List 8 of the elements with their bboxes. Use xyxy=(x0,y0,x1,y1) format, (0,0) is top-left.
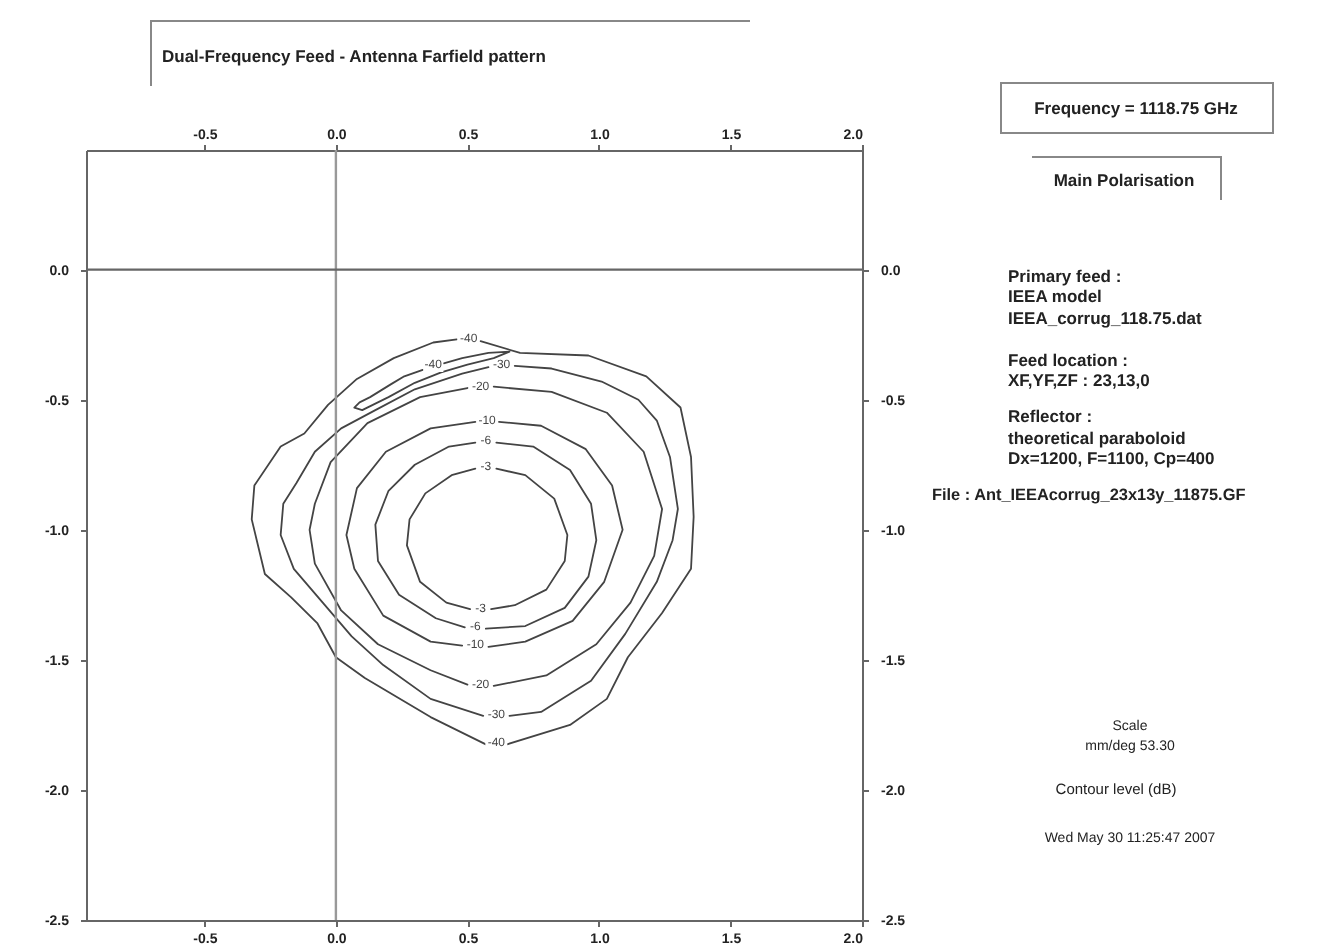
text: Frequency = 1118.75 GHz xyxy=(1034,97,1238,119)
text: Feed location : XF,YF,ZF : 23,13,0 xyxy=(1008,349,1150,392)
text: File : Ant_IEEAcorrug_23x13y_11875.GF xyxy=(932,486,1246,508)
chart-title: Dual-Frequency Feed - Antenna Farfield pattern xyxy=(162,45,546,65)
line-series xyxy=(353,350,511,412)
text: Primary feed : IEEA model IEEA_corrug_118.75.dat xyxy=(1008,265,1202,329)
text: Reflector : theoretical paraboloid Dx=1200, F=1100, Cp=400 xyxy=(1008,406,1215,470)
text: Main Polarisation xyxy=(1053,169,1195,191)
